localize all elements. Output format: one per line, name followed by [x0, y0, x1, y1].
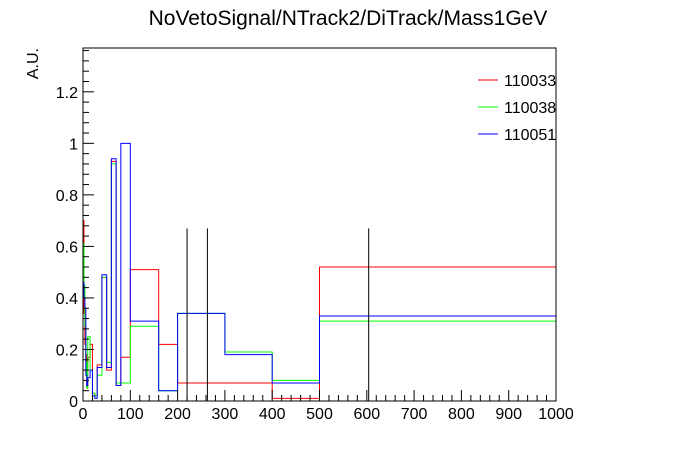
vertical-lines: [186, 228, 370, 401]
y-tick-label: 0.4: [56, 291, 78, 308]
y-axis-label: A.U.: [25, 48, 42, 79]
legend-label-110038: 110038: [504, 100, 556, 117]
series-110051: [82, 142, 557, 401]
y-tick-label: 0.6: [56, 239, 78, 256]
x-tick-label: 600: [353, 406, 380, 423]
series-line-110051: [82, 142, 557, 401]
legend: 110033 110038 110051: [478, 73, 556, 144]
x-tick-label: 400: [259, 406, 286, 423]
legend-label-110051: 110051: [504, 127, 556, 144]
x-tick-label: 0: [79, 406, 88, 423]
y-tick-label: 1.2: [56, 85, 78, 102]
x-tick-label: 300: [212, 406, 239, 423]
x-tick-label: 800: [448, 406, 475, 423]
x-tick-label: 100: [117, 406, 144, 423]
x-tick-label: 1000: [538, 406, 574, 423]
y-tick-label: 0: [69, 394, 78, 411]
y-tick-label: 1: [69, 136, 78, 153]
legend-label-110033: 110033: [504, 73, 556, 90]
x-tick-label: 200: [164, 406, 191, 423]
axes: 0 100 200 300 400 500 600 700 800 900 1000 0 0.2 0.4 0…: [56, 47, 574, 423]
x-tick-label: 500: [306, 406, 333, 423]
y-tick-label: 0.8: [56, 188, 78, 205]
x-tick-label: 900: [495, 406, 522, 423]
x-tick-label: 700: [401, 406, 428, 423]
series-layer: [82, 142, 557, 401]
y-tick-label: 0.2: [56, 342, 78, 359]
chart-title: NoVetoSignal/NTrack2/DiTrack/Mass1GeV: [149, 7, 548, 30]
